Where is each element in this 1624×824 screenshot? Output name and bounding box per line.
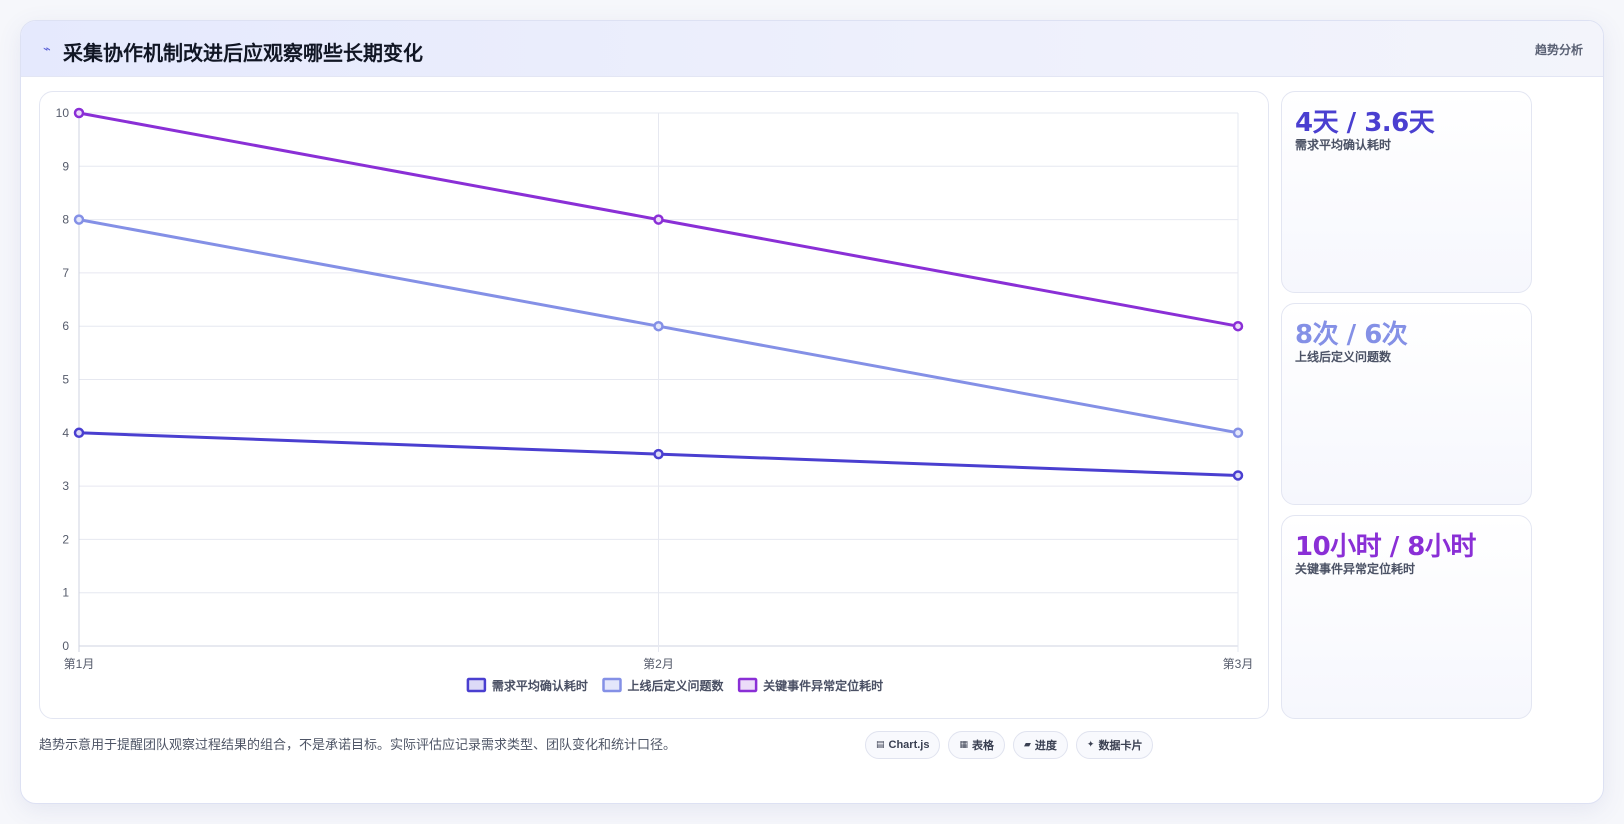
data-point	[1232, 320, 1244, 332]
header-tag: 趋势分析	[1534, 43, 1583, 57]
sparkle-icon: ✦	[1086, 740, 1095, 750]
legend-swatch	[737, 677, 758, 693]
x-tick-label: 第2月	[643, 657, 674, 671]
y-tick-label: 2	[62, 532, 69, 546]
y-tick-label: 7	[62, 266, 69, 280]
table-icon: ▦	[959, 740, 968, 750]
chart-icon: ▤	[876, 740, 885, 750]
x-tick-label: 第1月	[64, 657, 95, 671]
stat-card-confirm-time: 4天 / 3.6天 需求平均确认耗时	[1281, 91, 1532, 293]
card-header: ⌁ 采集协作机制改进后应观察哪些长期变化 趋势分析	[21, 21, 1603, 77]
y-tick-label: 6	[62, 319, 69, 333]
chip-label: Chart.js	[888, 739, 930, 751]
y-tick-label: 10	[56, 106, 70, 120]
chip-label: 表格	[972, 740, 994, 752]
y-tick-label: 0	[62, 639, 69, 653]
data-point	[73, 214, 85, 225]
legend-label: 关键事件异常定位耗时	[763, 678, 883, 693]
stat-value: 8次 / 6次	[1295, 320, 1408, 350]
trend-card: ⌁ 采集协作机制改进后应观察哪些长期变化 趋势分析 0 1 2 3 4 5 6 7 8 9 10 第1…	[20, 20, 1604, 804]
stat-value: 4天 / 3.6天	[1295, 108, 1435, 138]
chip-progress[interactable]: ▰ 进度	[1013, 731, 1068, 759]
progress-icon: ▰	[1024, 740, 1031, 750]
legend-swatch	[466, 677, 487, 693]
stat-card-defect-count: 8次 / 6次 上线后定义问题数	[1281, 303, 1532, 505]
legend-swatch	[602, 677, 622, 693]
chip-chartjs[interactable]: ▤ Chart.js	[865, 731, 941, 759]
data-point	[653, 448, 664, 460]
chip-label: 数据卡片	[1098, 740, 1143, 752]
chart-panel: 0 1 2 3 4 5 6 7 8 9 10 第1月 第2月 第3月需求平均确认耗时 上线后定义问题数 关键事…	[39, 91, 1269, 719]
x-tick-label: 第3月	[1223, 657, 1254, 671]
y-tick-label: 3	[62, 479, 69, 493]
chip-label: 进度	[1034, 740, 1057, 752]
data-point	[1232, 470, 1244, 481]
data-point	[73, 427, 85, 439]
y-tick-label: 8	[62, 213, 69, 227]
data-point	[653, 320, 664, 332]
page-title: 采集协作机制改进后应观察哪些长期变化	[63, 43, 423, 65]
chip-data-card[interactable]: ✦ 数据卡片	[1075, 731, 1154, 759]
data-point	[1232, 427, 1244, 439]
y-tick-label: 9	[62, 159, 69, 173]
chip-bar: ▤ Chart.js ▦ 表格 ▰ 进度 ✦ 数据卡片	[865, 731, 1154, 759]
stat-value: 10小时 / 8小时	[1295, 532, 1476, 562]
data-point	[73, 107, 85, 119]
y-tick-label: 4	[62, 426, 69, 440]
stat-label: 关键事件异常定位耗时	[1295, 562, 1416, 576]
y-tick-label: 1	[62, 586, 69, 600]
data-point	[653, 214, 664, 225]
stat-label: 需求平均确认耗时	[1295, 138, 1392, 152]
footnote: 趋势示意用于提醒团队观察过程结果的组合，不是承诺目标。实际评估应记录需求类型、团…	[39, 737, 677, 752]
legend-label: 需求平均确认耗时	[492, 678, 588, 693]
chip-table[interactable]: ▦ 表格	[948, 731, 1005, 759]
stat-card-locate-time: 10小时 / 8小时 关键事件异常定位耗时	[1281, 515, 1532, 719]
legend-label: 上线后定义问题数	[628, 678, 725, 693]
lightning-icon: ⌁	[43, 42, 51, 57]
y-tick-label: 5	[62, 373, 69, 387]
stat-label: 上线后定义问题数	[1295, 350, 1392, 364]
